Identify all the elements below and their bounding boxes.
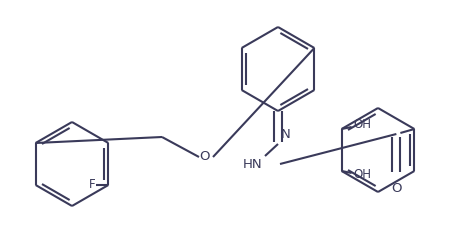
Text: F: F [89,178,95,192]
Text: O: O [200,150,210,164]
Text: N: N [281,128,291,141]
Text: HN: HN [242,158,262,171]
Text: OH: OH [354,169,372,181]
Text: OH: OH [354,118,372,132]
Text: O: O [391,182,401,195]
